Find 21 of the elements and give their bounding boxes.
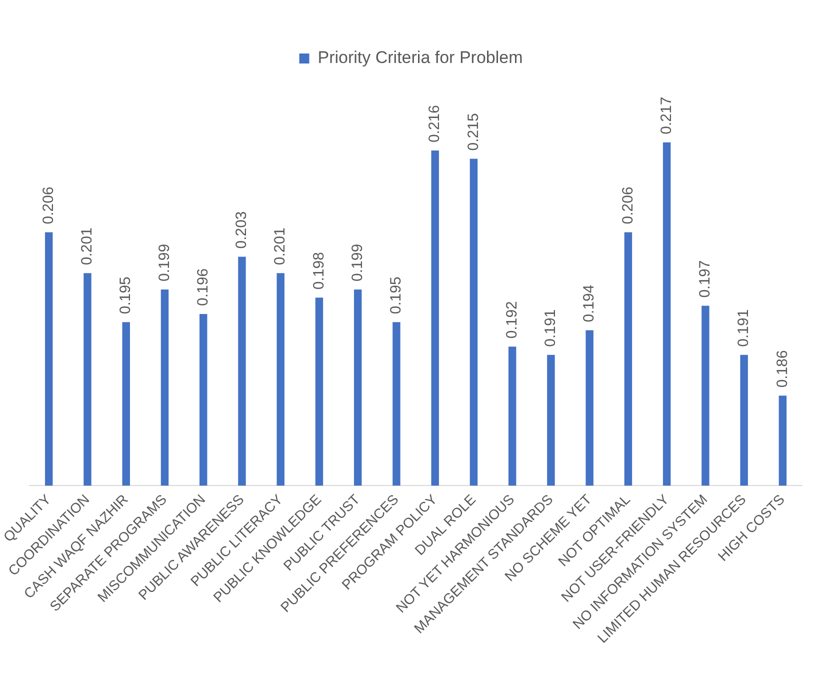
data-label: 0.186 <box>774 350 791 388</box>
data-label: 0.196 <box>194 268 212 306</box>
data-label: 0.206 <box>619 186 636 224</box>
data-label: 0.197 <box>696 260 714 298</box>
data-label: 0.199 <box>156 244 173 282</box>
data-label: 0.217 <box>658 96 675 134</box>
data-label: 0.191 <box>735 309 752 347</box>
data-label: 0.216 <box>426 104 444 143</box>
data-label: 0.194 <box>580 284 598 322</box>
legend-label: Priority Criteria for Problem <box>318 48 523 68</box>
data-label: 0.191 <box>542 309 560 347</box>
data-label: 0.198 <box>310 252 328 290</box>
data-label: 0.192 <box>503 301 520 339</box>
data-label: 0.201 <box>78 228 96 266</box>
data-label: 0.201 <box>272 228 289 266</box>
data-label: 0.203 <box>233 211 250 249</box>
data-label: 0.199 <box>348 244 366 282</box>
data-label: 0.195 <box>117 276 134 314</box>
data-label: 0.206 <box>40 186 57 224</box>
data-label: 0.215 <box>464 113 482 151</box>
data-label: 0.195 <box>388 276 405 314</box>
